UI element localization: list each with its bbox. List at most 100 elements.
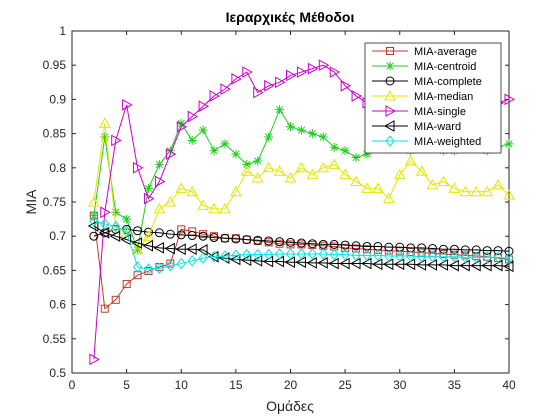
data-point (275, 76, 286, 89)
x-tick-label: 30 (393, 378, 407, 392)
data-point (371, 258, 383, 271)
x-tick-label: 25 (338, 378, 352, 392)
data-point (416, 250, 427, 263)
legend-label: MIA-ward (414, 121, 461, 133)
data-point (459, 185, 472, 197)
data-point (264, 132, 274, 142)
data-point (426, 259, 438, 271)
data-point (165, 229, 175, 239)
data-point (198, 125, 208, 135)
data-point (231, 249, 241, 262)
data-point (187, 110, 199, 123)
y-axis: 0.5 0.55 0.6 0.65 0.7 0.75 0.8 0.85 0.9 0.95 1 (43, 24, 509, 380)
data-point (328, 257, 339, 270)
data-point (351, 90, 363, 102)
data-point (122, 280, 131, 289)
data-point (481, 185, 493, 197)
data-point (384, 250, 394, 262)
data-point (133, 226, 143, 236)
data-point (111, 295, 120, 304)
data-point (329, 66, 341, 78)
data-point (98, 226, 110, 239)
data-point (240, 165, 253, 176)
data-point (329, 142, 339, 152)
data-point (296, 66, 308, 78)
data-point (427, 250, 438, 263)
legend-entry: MIA-single (372, 105, 466, 118)
legend: MIA-average MIA-centroid MIA-complete MIA-m… (364, 42, 502, 154)
data-point (503, 189, 515, 200)
data-point (220, 250, 230, 262)
data-point (122, 99, 133, 111)
data-point (449, 250, 460, 263)
data-point (220, 83, 231, 95)
data-point (242, 235, 252, 245)
data-point (460, 251, 470, 264)
data-point (362, 149, 372, 159)
data-point (404, 258, 416, 271)
data-point (502, 260, 514, 273)
data-point (120, 233, 132, 246)
data-point (318, 59, 330, 72)
legend-label: MIA-weighted (414, 136, 481, 148)
legend-entry: MIA-complete (372, 76, 482, 88)
data-point (165, 146, 175, 156)
data-point (100, 218, 110, 230)
legend-entry: MIA-median (372, 89, 473, 103)
data-point (142, 239, 153, 252)
data-point (296, 238, 306, 248)
legend-entry: MIA-ward (372, 120, 461, 133)
data-point (208, 202, 220, 214)
data-point (492, 259, 503, 272)
y-tick-label: 0.65 (43, 263, 67, 277)
data-point (395, 250, 405, 262)
data-point (176, 120, 188, 133)
data-point (220, 233, 230, 243)
data-point (253, 86, 264, 99)
legend-swatch-marker (385, 76, 395, 86)
y-tick-label: 0.8 (49, 161, 66, 175)
data-point (231, 234, 241, 244)
data-point (98, 117, 111, 128)
data-point (164, 242, 175, 255)
x-tick-label: 15 (229, 378, 243, 392)
data-point (198, 100, 210, 113)
legend-swatch-marker (383, 120, 395, 132)
data-point (361, 182, 373, 193)
data-point (164, 195, 177, 207)
data-point (143, 263, 154, 275)
data-point (404, 154, 417, 166)
y-tick-label: 0.95 (43, 58, 67, 72)
data-point (186, 243, 197, 256)
data-point (187, 231, 197, 241)
data-point (153, 241, 164, 254)
data-point (198, 231, 208, 241)
legend-entry: MIA-average (372, 46, 477, 58)
data-point (372, 182, 384, 193)
data-point (318, 132, 328, 142)
y-axis-label: MIA (23, 189, 39, 215)
data-point (493, 246, 503, 256)
data-point (482, 251, 492, 264)
y-tick-label: 0.9 (49, 92, 66, 106)
data-point (448, 259, 459, 272)
data-point (275, 105, 285, 115)
data-point (143, 192, 155, 205)
data-point (286, 237, 295, 247)
data-point (88, 195, 100, 207)
data-point (87, 220, 99, 232)
data-point (109, 230, 121, 243)
legend-entry: MIA-centroid (372, 61, 476, 73)
series-MIA-ward (87, 220, 514, 273)
data-point (264, 248, 274, 261)
data-point (253, 248, 263, 261)
data-point (240, 254, 252, 266)
data-point (100, 132, 110, 142)
y-tick-label: 1 (59, 24, 66, 38)
data-point (154, 175, 166, 188)
data-point (438, 244, 448, 254)
data-point (317, 257, 328, 269)
legend-label: MIA-median (414, 91, 473, 103)
data-point (89, 353, 100, 366)
